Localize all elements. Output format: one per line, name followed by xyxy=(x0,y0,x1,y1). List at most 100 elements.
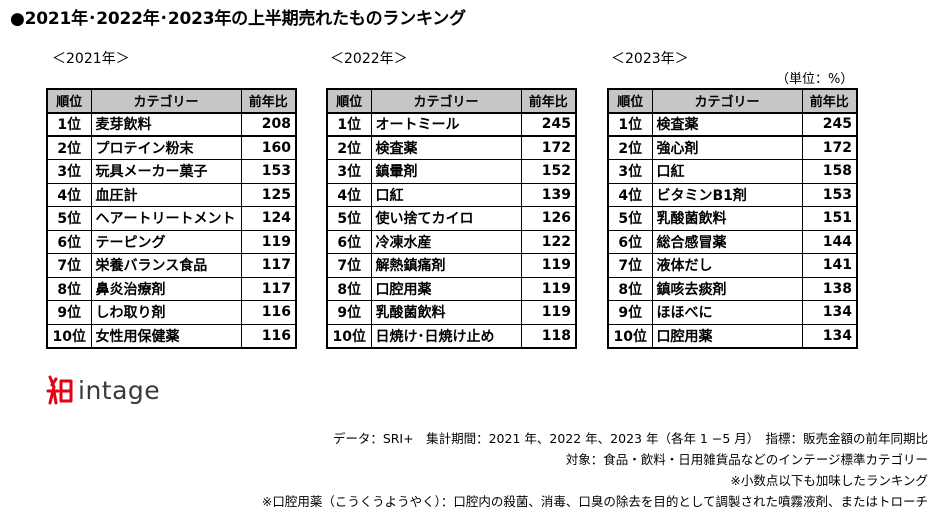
header-category: カテゴリー xyxy=(370,88,522,114)
rank-cell: 4位 xyxy=(607,182,653,207)
category-cell: 日焼け･日焼け止め xyxy=(370,323,522,348)
ranking-table-2021: 順位 カテゴリー 前年比 1位 麦芽飲料 208 2位 プロテイン粉末 160 3位 玩具メーカー菓… xyxy=(46,88,297,349)
rank-cell: 7位 xyxy=(46,253,92,278)
table-row: 1位 オートミール 245 xyxy=(326,112,577,137)
table-row: 6位 冷凍水産 122 xyxy=(326,229,577,254)
category-cell: 栄養バランス食品 xyxy=(90,253,242,278)
ratio-cell: 151 xyxy=(801,206,858,231)
category-cell: ヘアートリートメント xyxy=(90,206,242,231)
table-row: 7位 栄養バランス食品 117 xyxy=(46,253,297,278)
category-cell: 血圧計 xyxy=(90,182,242,207)
category-cell: 口紅 xyxy=(370,182,522,207)
table-row: 5位 乳酸菌飲料 151 xyxy=(607,206,858,231)
rank-cell: 4位 xyxy=(326,182,372,207)
table-header-row: 順位 カテゴリー 前年比 xyxy=(46,88,297,114)
rank-cell: 6位 xyxy=(46,229,92,254)
rank-cell: 1位 xyxy=(607,112,653,137)
ranking-table-2023: 順位 カテゴリー 前年比 1位 検査薬 245 2位 強心剤 172 3位 口紅 158 4位 ビタミンB… xyxy=(607,88,858,349)
rank-cell: 2位 xyxy=(326,135,372,160)
table-row: 8位 鼻炎治療剤 117 xyxy=(46,276,297,301)
category-cell: 鎮咳去痰剤 xyxy=(651,276,803,301)
category-cell: しわ取り剤 xyxy=(90,300,242,325)
table-row: 6位 テーピング 119 xyxy=(46,229,297,254)
category-cell: 総合感冒薬 xyxy=(651,229,803,254)
table-header-row: 順位 カテゴリー 前年比 xyxy=(326,88,577,114)
table-row: 8位 鎮咳去痰剤 138 xyxy=(607,276,858,301)
table-row: 8位 口腔用薬 119 xyxy=(326,276,577,301)
rank-cell: 3位 xyxy=(326,159,372,184)
rank-cell: 3位 xyxy=(46,159,92,184)
rank-cell: 4位 xyxy=(46,182,92,207)
ratio-cell: 119 xyxy=(240,229,297,254)
rank-cell: 8位 xyxy=(46,276,92,301)
ratio-cell: 152 xyxy=(520,159,577,184)
ratio-cell: 139 xyxy=(520,182,577,207)
category-cell: 口紅 xyxy=(651,159,803,184)
category-cell: 検査薬 xyxy=(651,112,803,137)
header-rank: 順位 xyxy=(607,88,653,114)
table-row: 4位 血圧計 125 xyxy=(46,182,297,207)
header-ratio: 前年比 xyxy=(240,88,297,114)
ratio-cell: 125 xyxy=(240,182,297,207)
rank-cell: 10位 xyxy=(607,323,653,348)
ratio-cell: 153 xyxy=(240,159,297,184)
header-category: カテゴリー xyxy=(90,88,242,114)
rank-cell: 10位 xyxy=(46,323,92,348)
ratio-cell: 158 xyxy=(801,159,858,184)
category-cell: オートミール xyxy=(370,112,522,137)
category-cell: 鎮暈剤 xyxy=(370,159,522,184)
rank-cell: 10位 xyxy=(326,323,372,348)
table-row: 5位 使い捨てカイロ 126 xyxy=(326,206,577,231)
table-row: 3位 玩具メーカー菓子 153 xyxy=(46,159,297,184)
ratio-cell: 138 xyxy=(801,276,858,301)
category-cell: ほほべに xyxy=(651,300,803,325)
page-title: ●2021年･2022年･2023年の上半期売れたものランキング xyxy=(10,9,466,29)
rank-cell: 2位 xyxy=(607,135,653,160)
ratio-cell: 119 xyxy=(520,276,577,301)
rank-cell: 3位 xyxy=(607,159,653,184)
intage-logo-text: intage xyxy=(78,375,161,405)
rank-cell: 9位 xyxy=(326,300,372,325)
footnote-data-source: データ：SRI+ 集計期間：2021 年、2022 年、2023 年（各年 1 … xyxy=(332,431,928,446)
ratio-cell: 141 xyxy=(801,253,858,278)
table-row: 2位 検査薬 172 xyxy=(326,135,577,160)
rank-cell: 6位 xyxy=(607,229,653,254)
rank-cell: 5位 xyxy=(326,206,372,231)
category-cell: 女性用保健薬 xyxy=(90,323,242,348)
table-row: 9位 乳酸菌飲料 119 xyxy=(326,300,577,325)
ratio-cell: 245 xyxy=(520,112,577,137)
category-cell: 強心剤 xyxy=(651,135,803,160)
table-row: 10位 日焼け･日焼け止め 118 xyxy=(326,323,577,348)
footnotes: データ：SRI+ 集計期間：2021 年、2022 年、2023 年（各年 1 … xyxy=(262,428,928,512)
table-row: 9位 ほほべに 134 xyxy=(607,300,858,325)
ratio-cell: 134 xyxy=(801,300,858,325)
category-cell: 乳酸菌飲料 xyxy=(370,300,522,325)
ratio-cell: 122 xyxy=(520,229,577,254)
category-cell: 口腔用薬 xyxy=(651,323,803,348)
table-row: 4位 ビタミンB1剤 153 xyxy=(607,182,858,207)
rank-cell: 7位 xyxy=(326,253,372,278)
rank-cell: 9位 xyxy=(46,300,92,325)
ratio-cell: 119 xyxy=(520,300,577,325)
table-row: 10位 女性用保健薬 116 xyxy=(46,323,297,348)
table-row: 5位 ヘアートリートメント 124 xyxy=(46,206,297,231)
year-label-2021: ＜2021年＞ xyxy=(52,51,130,67)
category-cell: 冷凍水産 xyxy=(370,229,522,254)
ratio-cell: 134 xyxy=(801,323,858,348)
table-header-row: 順位 カテゴリー 前年比 xyxy=(607,88,858,114)
table-row: 1位 麦芽飲料 208 xyxy=(46,112,297,137)
ratio-cell: 119 xyxy=(520,253,577,278)
table-row: 10位 口腔用薬 134 xyxy=(607,323,858,348)
table-row: 9位 しわ取り剤 116 xyxy=(46,300,297,325)
table-row: 3位 口紅 158 xyxy=(607,159,858,184)
ratio-cell: 172 xyxy=(801,135,858,160)
year-label-2023: ＜2023年＞ xyxy=(611,51,689,67)
rank-cell: 7位 xyxy=(607,253,653,278)
ratio-cell: 117 xyxy=(240,276,297,301)
category-cell: 解熱鎮痛剤 xyxy=(370,253,522,278)
header-ratio: 前年比 xyxy=(520,88,577,114)
category-cell: ビタミンB1剤 xyxy=(651,182,803,207)
category-cell: 乳酸菌飲料 xyxy=(651,206,803,231)
rank-cell: 6位 xyxy=(326,229,372,254)
table-row: 6位 総合感冒薬 144 xyxy=(607,229,858,254)
